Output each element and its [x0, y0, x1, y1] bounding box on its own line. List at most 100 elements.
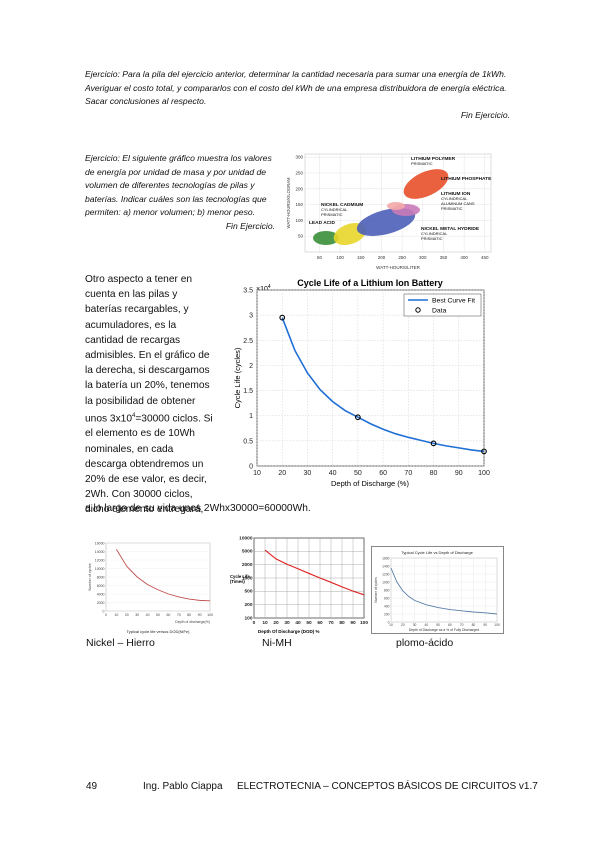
ed-xtick: 400: [460, 255, 468, 260]
ed-ytick: 150: [295, 202, 303, 207]
nimh-xtick: 50: [306, 620, 312, 626]
la-ytick: 1600: [382, 556, 390, 560]
nimh-xtick: 90: [350, 620, 356, 626]
exercise-2-end: Fin Ejercicio.: [225, 220, 275, 231]
nimh-xtick: 40: [295, 620, 301, 626]
nife-xtick: 80: [187, 613, 191, 617]
exercise-1-end: Fin Ejercicio.: [460, 109, 510, 120]
ed-xtick: 150: [357, 255, 365, 260]
nife-xtick: 70: [177, 613, 181, 617]
nife-xlabel: Depth of discharge(%): [175, 620, 210, 624]
nife-xtick: 60: [166, 613, 170, 617]
svg-text:PRISMATIC: PRISMATIC: [441, 206, 463, 211]
ed-ytick: 50: [298, 234, 304, 239]
la-xtick: 30: [413, 623, 417, 627]
body-paragraph: Otro aspecto a tener en cuenta en las pi…: [85, 272, 215, 518]
body-part-2: =30000 ciclos. Si el elemento es de 10Wh…: [85, 413, 213, 516]
la-ytick: 800: [384, 588, 390, 592]
svg-text:ALUMINUM CANS: ALUMINUM CANS: [441, 201, 475, 206]
ed-ytick: 200: [295, 186, 303, 191]
cl-xtick: 80: [430, 470, 438, 477]
exercise-1-text: Ejercicio: Para la pila del ejercicio an…: [85, 69, 507, 106]
cl-data-point: [430, 440, 437, 447]
exercise-2-block: Ejercicio: El siguiente gráfico muestra …: [85, 152, 275, 233]
nife-ylabel: Number of cycles: [88, 563, 92, 590]
cl-xlabel: Depth of Discharge (%): [331, 479, 409, 488]
region-lead-acid: [313, 231, 339, 245]
cl-ytick: 2.5: [243, 338, 253, 345]
nimh-ytick: 500: [244, 589, 252, 595]
nife-xtick: 20: [125, 613, 129, 617]
nife-xtick: 40: [146, 613, 150, 617]
caption-lead-acid: plomo-ácido: [396, 637, 454, 649]
nife-chart: 0 2000 4000 6000 8000 10000 12000 14000 16000 0 1…: [86, 537, 218, 637]
nife-xtick: 30: [135, 613, 139, 617]
nife-ytick: 4000: [97, 592, 105, 596]
label-li-polymer-sub: PRISMATIC: [411, 161, 433, 166]
la-xtick: 70: [460, 623, 464, 627]
nimh-xtick: 0: [253, 620, 256, 626]
nimh-ytick: 5000: [242, 549, 253, 555]
cl-xtick: 60: [379, 470, 387, 477]
la-xtick: 60: [448, 623, 452, 627]
cl-data-point: [481, 448, 487, 455]
nimh-xtick: 70: [328, 620, 334, 626]
nimh-xtick: 20: [273, 620, 279, 626]
region-li-polymer: [403, 169, 449, 199]
cl-title: Cycle Life of a Lithium Ion Battery: [297, 278, 443, 288]
cl-mult-exp: 4: [268, 284, 271, 290]
la-ytick: 400: [384, 604, 390, 608]
cl-ytick: 1.5: [243, 388, 253, 395]
nife-xtick: 100: [207, 613, 213, 617]
ed-xtick: 350: [440, 255, 448, 260]
la-xtick: 40: [424, 623, 428, 627]
nife-xtick: 0: [105, 613, 107, 617]
nife-ytick: 14000: [95, 550, 105, 554]
caption-nimh: Ni-MH: [262, 637, 292, 649]
ed-xtick: 200: [378, 255, 386, 260]
ed-xtick: 100: [336, 255, 344, 260]
cl-xtick: 20: [278, 470, 286, 477]
cl-xtick: 10: [253, 470, 261, 477]
cl-ytick: 1: [249, 413, 253, 420]
exercise-1-block: Ejercicio: Para la pila del ejercicio an…: [85, 68, 510, 122]
nimh-xlabel: Depth Of Discharge (DOD) %: [258, 629, 320, 634]
la-ytick: 0: [388, 620, 390, 624]
label-nimh: NICKEL METAL HYDRIDE: [421, 226, 480, 232]
cl-ytick: 2: [249, 363, 253, 370]
nimh-xtick: 30: [284, 620, 290, 626]
nimh-curve: [264, 549, 365, 596]
region-li-phosphate: [387, 202, 405, 210]
svg-text:CYLINDRICAL: CYLINDRICAL: [441, 196, 468, 201]
nimh-xtick: 80: [339, 620, 345, 626]
nife-ytick: 10000: [95, 567, 105, 571]
nimh-ytick: 2000: [242, 562, 253, 568]
label-li-polymer: LITHIUM POLYMER: [411, 156, 456, 162]
ed-xtick: 300: [419, 255, 427, 260]
cl-xtick: 70: [404, 470, 412, 477]
nife-curve: [116, 549, 211, 602]
ed-ytick: 250: [295, 170, 303, 175]
cl-legend-data: Data: [432, 308, 447, 315]
ed-xlabel: WATT-HOURS/LITER: [376, 265, 421, 270]
cl-ytick: 3.5: [243, 288, 253, 295]
nife-ytick: 8000: [97, 575, 105, 579]
la-xlabel: Depth of Discharge as a % of Fully Disch…: [409, 628, 479, 632]
nimh-ytick: 1000: [242, 575, 253, 581]
la-title: Typical Cycle Life vs Depth of Discharge: [401, 550, 473, 555]
cl-xtick: 40: [329, 470, 337, 477]
exercise-2-text: Ejercicio: El siguiente gráfico muestra …: [85, 153, 272, 217]
nimh-xtick: 100: [360, 620, 368, 626]
ed-xtick: 50: [317, 255, 323, 260]
la-ytick: 1000: [382, 580, 390, 584]
caption-nickel-iron: Nickel – Hierro: [86, 637, 155, 649]
ed-xtick: 450: [481, 255, 489, 260]
cl-data-point: [279, 314, 286, 321]
cycle-life-chart: Cycle Life of a Lithium Ion Battery ×104…: [233, 278, 490, 488]
nimh-xtick: 10: [262, 620, 268, 626]
la-xtick: 10: [389, 623, 393, 627]
nimh-ytick: 200: [244, 602, 252, 608]
footer-author: Ing. Pablo Ciappa: [143, 781, 223, 792]
la-ylabel: Number of cycles: [374, 577, 378, 603]
label-lead-acid: LEAD ACID: [309, 220, 335, 226]
